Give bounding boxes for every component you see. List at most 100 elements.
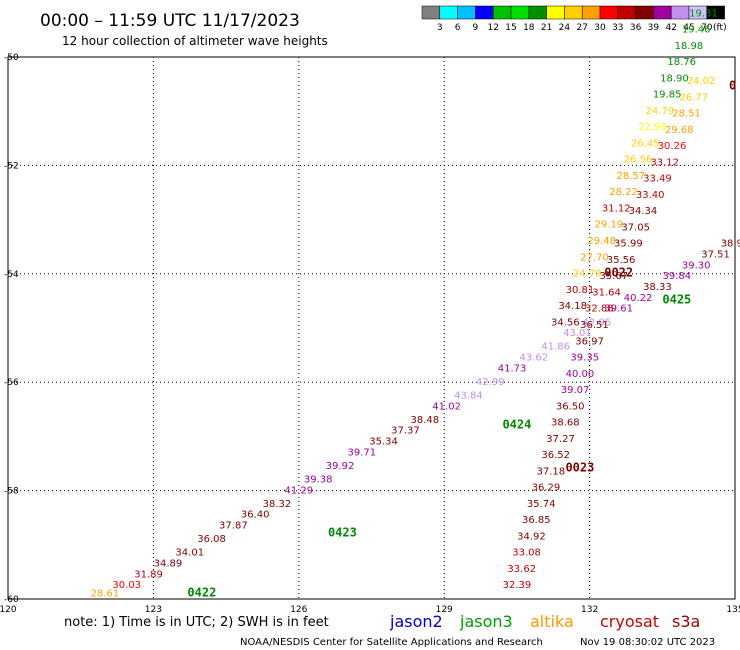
x-tick-label: 120: [0, 605, 17, 615]
data-value-s3a: 40.00: [566, 369, 595, 380]
legend-cryosat: cryosat: [600, 612, 659, 631]
colorbar-swatch: [546, 5, 565, 20]
data-value-jason3: 34.89: [154, 558, 183, 569]
data-value-altika: 18.98: [675, 41, 704, 52]
data-value-jason3: 38.48: [410, 415, 439, 426]
colorbar-swatch: [528, 5, 547, 20]
colorbar-label: 30: [594, 23, 606, 33]
colorbar-swatch: [492, 5, 512, 20]
grid: [8, 57, 735, 599]
data-value-s3a: 36.50: [556, 401, 585, 412]
data-value-s3a: 33.49: [643, 174, 672, 185]
legend-altika: altika: [530, 612, 574, 631]
data-value-s3a: 36.52: [541, 450, 570, 461]
data-value-jason3: 36.40: [241, 510, 270, 521]
footer-note: note: 1) Time is in UTC; 2) SWH is in fe…: [64, 615, 329, 630]
footer-timestamp: Nov 19 08:30:02 UTC 2023: [580, 637, 715, 648]
data-value-jason3: 41.02: [432, 401, 461, 412]
data-value-s3a: 37.18: [537, 466, 566, 477]
data-value-jason3: 43.62: [520, 353, 549, 364]
pass-label: 0022: [604, 266, 633, 280]
legend-s3a: s3a: [672, 612, 700, 631]
data-value-altika: 29.19: [595, 220, 624, 231]
data-value-jason3: 28.61: [91, 588, 120, 599]
pass-label: 0023: [565, 461, 594, 475]
pass-label: 0424: [502, 417, 531, 431]
data-value-altika: 18.76: [667, 57, 696, 68]
data-value-jason3: 39.71: [347, 447, 376, 458]
colorbar-swatch: [635, 5, 654, 20]
data-value-s3a: 34.34: [629, 206, 658, 217]
colorbar-swatch: [564, 5, 583, 20]
data-value-altika: 18.90: [660, 73, 689, 84]
data-value-s3a: 35.56: [607, 255, 636, 266]
data-value-s3a: 36.85: [522, 515, 551, 526]
plot-frame: [7, 56, 736, 600]
colorbar-swatch: [617, 5, 636, 20]
colorbar: 3 6 9 12 15 18 21 24 27 30 33 36 39 42 45 70 (ft): [421, 5, 727, 33]
data-value-s3a: 38.68: [551, 418, 580, 429]
data-value-altika: 34.56: [551, 317, 580, 328]
data-value-s3a: 36.97: [575, 336, 604, 347]
data-value-jason3: 39.30: [682, 260, 711, 271]
colorbar-unit: (ft): [713, 23, 727, 33]
data-value-s3a: 39.35: [570, 353, 599, 364]
data-value-jason3: 42.95: [583, 317, 612, 328]
colorbar-swatch: [581, 5, 601, 20]
colorbar-label: 27: [576, 23, 587, 33]
x-tick-label: 129: [436, 605, 453, 615]
data-value-s3a: 36.29: [532, 483, 561, 494]
colorbar-swatch: [706, 5, 725, 20]
data-value-s3a: 32.39: [503, 580, 532, 591]
legend-jason3: jason3: [459, 612, 513, 631]
colorbar-label: 24: [559, 23, 571, 33]
data-value-s3a: 36.51: [580, 320, 609, 331]
data-value-jason3: 38.33: [643, 282, 672, 293]
data-value-altika: 19.46: [682, 25, 711, 36]
data-value-jason3: 39.61: [604, 304, 633, 315]
colorbar-swatch: [457, 5, 476, 20]
colorbar-swatch: [670, 5, 690, 20]
y-tick-label: -52: [4, 161, 19, 171]
data-value-altika: 28.22: [609, 187, 638, 198]
data-value-altika: 31.12: [602, 203, 631, 214]
data-value-jason3: 41.73: [498, 363, 527, 374]
data-value-altika: 21.05: [696, 0, 725, 3]
x-tick-label: 126: [290, 605, 307, 615]
data-value-s3a: 35.99: [614, 239, 643, 250]
pass-label: 0423: [328, 526, 357, 540]
data-value-altika: 19.85: [653, 90, 682, 101]
data-value-altika: 28.57: [616, 171, 645, 182]
colorbar-label: 12: [487, 23, 498, 33]
pass-label: 0422: [187, 585, 216, 599]
colorbar-label: 9: [473, 23, 479, 33]
data-value-s3a: 33.08: [512, 548, 541, 559]
data-value-jason3: 41.29: [284, 485, 313, 496]
y-tick-label: -58: [4, 487, 19, 497]
data-value-s3a: 35.74: [527, 499, 556, 510]
colorbar-label: 6: [455, 23, 461, 33]
x-tick-label: 123: [145, 605, 162, 615]
data-value-s3a: 32.88: [585, 304, 614, 315]
y-tick-label: -60: [4, 595, 19, 605]
data-value-s3a: 34.92: [517, 531, 546, 542]
data-value-jason3: 38.97: [721, 239, 740, 250]
y-tick-label: -50: [4, 53, 19, 63]
data-value-s3a: 33.40: [636, 190, 665, 201]
colorbar-label: 39: [648, 23, 660, 33]
data-value-jason3: 35.34: [369, 437, 398, 448]
data-value-jason3: 30.03: [112, 580, 141, 591]
colorbar-label: 21: [541, 23, 552, 33]
data-value-s3a: 39.07: [561, 385, 590, 396]
data-value-altika: 24.79: [646, 106, 675, 117]
data-value-altika: 26.45: [631, 138, 660, 149]
data-value-jason3: 39.38: [304, 474, 333, 485]
data-value-jason3: 34.01: [175, 548, 204, 559]
data-value-jason3: 31.89: [134, 569, 163, 580]
colorbar-swatch: [510, 5, 530, 20]
data-value-altika: 19.31: [689, 8, 718, 19]
data-value-s3a: 31.64: [592, 287, 621, 298]
data-value-altika: 22.95: [638, 122, 667, 133]
